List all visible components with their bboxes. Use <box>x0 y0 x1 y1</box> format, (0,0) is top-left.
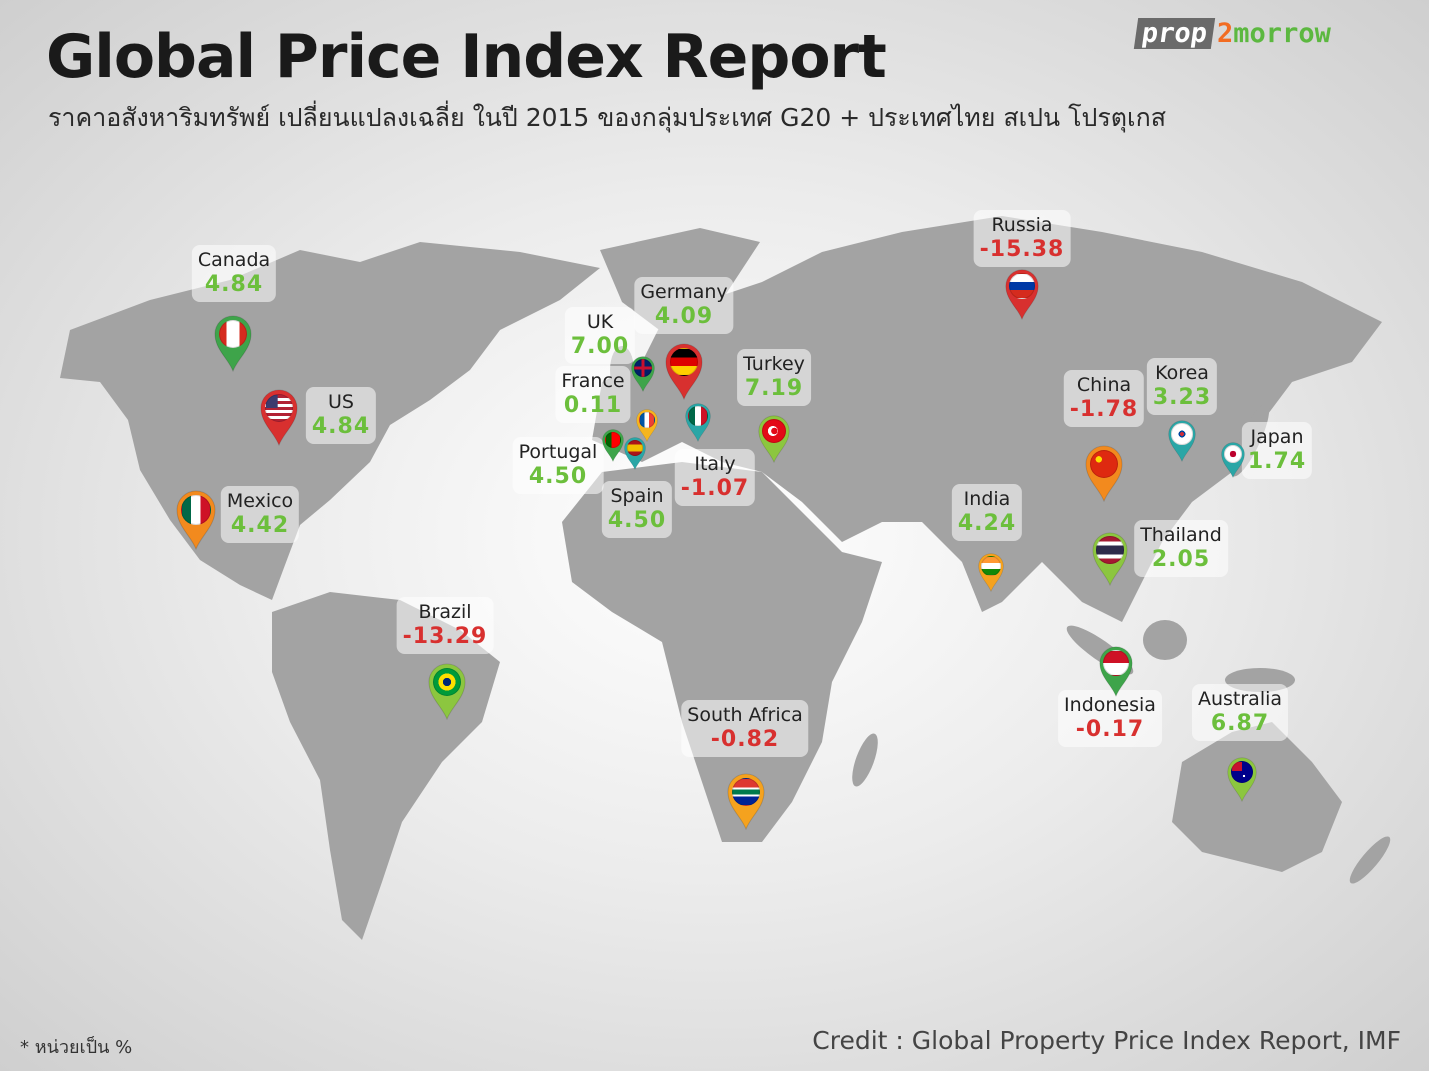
portugal-flag-pin-icon <box>602 429 624 462</box>
india-flag-pin-icon <box>978 553 1004 592</box>
label-turkey: Turkey 7.19 <box>737 349 811 406</box>
country-name: Portugal <box>518 441 598 463</box>
unit-note: * หน่วยเป็น % <box>20 1037 133 1058</box>
korea-flag-pin-icon <box>1168 420 1196 462</box>
country-value: 0.11 <box>563 393 623 418</box>
japan-flag-pin-icon <box>1221 442 1245 478</box>
country-name: US <box>328 391 354 413</box>
country-value: 4.42 <box>230 513 290 538</box>
logo-part-morrow: morrow <box>1233 18 1331 49</box>
prop2morrow-logo: prop 2 morrow <box>1133 18 1331 49</box>
credit-text: Credit : Global Property Price Index Rep… <box>812 1026 1401 1055</box>
country-name: China <box>1076 374 1132 396</box>
label-mexico: Mexico 4.42 <box>220 486 300 543</box>
france-flag-pin-icon <box>636 409 658 442</box>
country-value: 4.84 <box>311 414 371 439</box>
country-name: Thailand <box>1140 524 1222 546</box>
country-name: India <box>963 488 1011 510</box>
country-value: 7.00 <box>570 334 630 359</box>
label-france: France 0.11 <box>555 366 631 423</box>
country-value: 2.05 <box>1151 547 1211 572</box>
canada-flag-pin-icon <box>214 315 252 372</box>
borneo <box>1143 620 1187 660</box>
country-name: Italy <box>694 453 736 475</box>
label-germany: Germany 4.09 <box>634 277 734 334</box>
country-name: Russia <box>991 214 1053 236</box>
label-spain: Spain 4.50 <box>601 481 673 538</box>
country-name: Australia <box>1197 688 1283 710</box>
mexico-flag-pin-icon <box>176 490 216 550</box>
label-china: China -1.78 <box>1063 370 1145 427</box>
germany-flag-pin-icon <box>665 343 703 400</box>
country-value: -13.29 <box>402 624 488 649</box>
eurasia <box>592 216 1382 622</box>
label-japan: Japan 1.74 <box>1241 422 1313 479</box>
label-thailand: Thailand 2.05 <box>1134 520 1228 577</box>
country-value: 6.87 <box>1210 711 1270 736</box>
country-value: 4.24 <box>957 511 1017 536</box>
country-name: Canada <box>197 249 271 271</box>
country-name: Indonesia <box>1064 694 1156 716</box>
spain-flag-pin-icon <box>624 437 646 470</box>
country-value: 4.50 <box>528 464 588 489</box>
country-name: Mexico <box>226 490 294 512</box>
china-flag-pin-icon <box>1085 445 1123 502</box>
thailand-flag-pin-icon <box>1092 532 1128 586</box>
country-value: -1.78 <box>1069 397 1139 422</box>
italy-flag-pin-icon <box>685 403 711 442</box>
label-russia: Russia -15.38 <box>973 210 1071 267</box>
country-value: 4.50 <box>607 508 667 533</box>
australia-flag-pin-icon <box>1227 757 1257 802</box>
label-korea: Korea 3.23 <box>1146 358 1218 415</box>
country-name: France <box>561 370 625 392</box>
country-value: -15.38 <box>979 237 1065 262</box>
label-brazil: Brazil -13.29 <box>396 597 494 654</box>
label-italy: Italy -1.07 <box>674 449 756 506</box>
country-value: 3.23 <box>1152 385 1212 410</box>
label-indonesia: Indonesia -0.17 <box>1058 690 1162 747</box>
new-zealand <box>1349 836 1391 884</box>
country-name: South Africa <box>687 704 803 726</box>
us-flag-pin-icon <box>260 389 298 446</box>
country-value: -0.82 <box>710 727 780 752</box>
country-name: UK <box>586 311 614 333</box>
country-name: Germany <box>640 281 728 303</box>
country-name: Turkey <box>743 353 805 375</box>
country-value: 7.19 <box>744 376 804 401</box>
country-name: Japan <box>1250 426 1304 448</box>
indonesia-flag-pin-icon <box>1099 646 1133 697</box>
country-name: Korea <box>1155 362 1209 384</box>
country-value: -0.17 <box>1075 717 1145 742</box>
russia-flag-pin-icon <box>1005 269 1039 320</box>
brazil-flag-pin-icon <box>428 663 466 720</box>
label-canada: Canada 4.84 <box>191 245 277 302</box>
label-australia: Australia 6.87 <box>1191 684 1289 741</box>
country-name: Brazil <box>418 601 472 623</box>
label-portugal: Portugal 4.50 <box>512 437 604 494</box>
label-india: India 4.24 <box>951 484 1023 541</box>
logo-part-2: 2 <box>1217 18 1234 49</box>
turkey-flag-pin-icon <box>758 415 790 463</box>
label-south-africa: South Africa -0.82 <box>681 700 809 757</box>
country-value: 4.09 <box>654 304 714 329</box>
madagascar <box>852 733 878 787</box>
report-title: Global Price Index Report <box>46 22 887 92</box>
country-name: Spain <box>610 485 664 507</box>
australia <box>1172 722 1342 872</box>
south-africa-flag-pin-icon <box>727 773 765 830</box>
label-uk: UK 7.00 <box>564 307 636 364</box>
country-value: 1.74 <box>1247 449 1307 474</box>
country-value: -1.07 <box>680 476 750 501</box>
country-value: 4.84 <box>204 272 264 297</box>
report-subtitle: ราคาอสังหาริมทรัพย์ เปลี่ยนแปลงเฉลี่ย ใน… <box>48 103 1166 132</box>
label-us: US 4.84 <box>305 387 377 444</box>
uk-flag-pin-icon <box>631 356 655 392</box>
